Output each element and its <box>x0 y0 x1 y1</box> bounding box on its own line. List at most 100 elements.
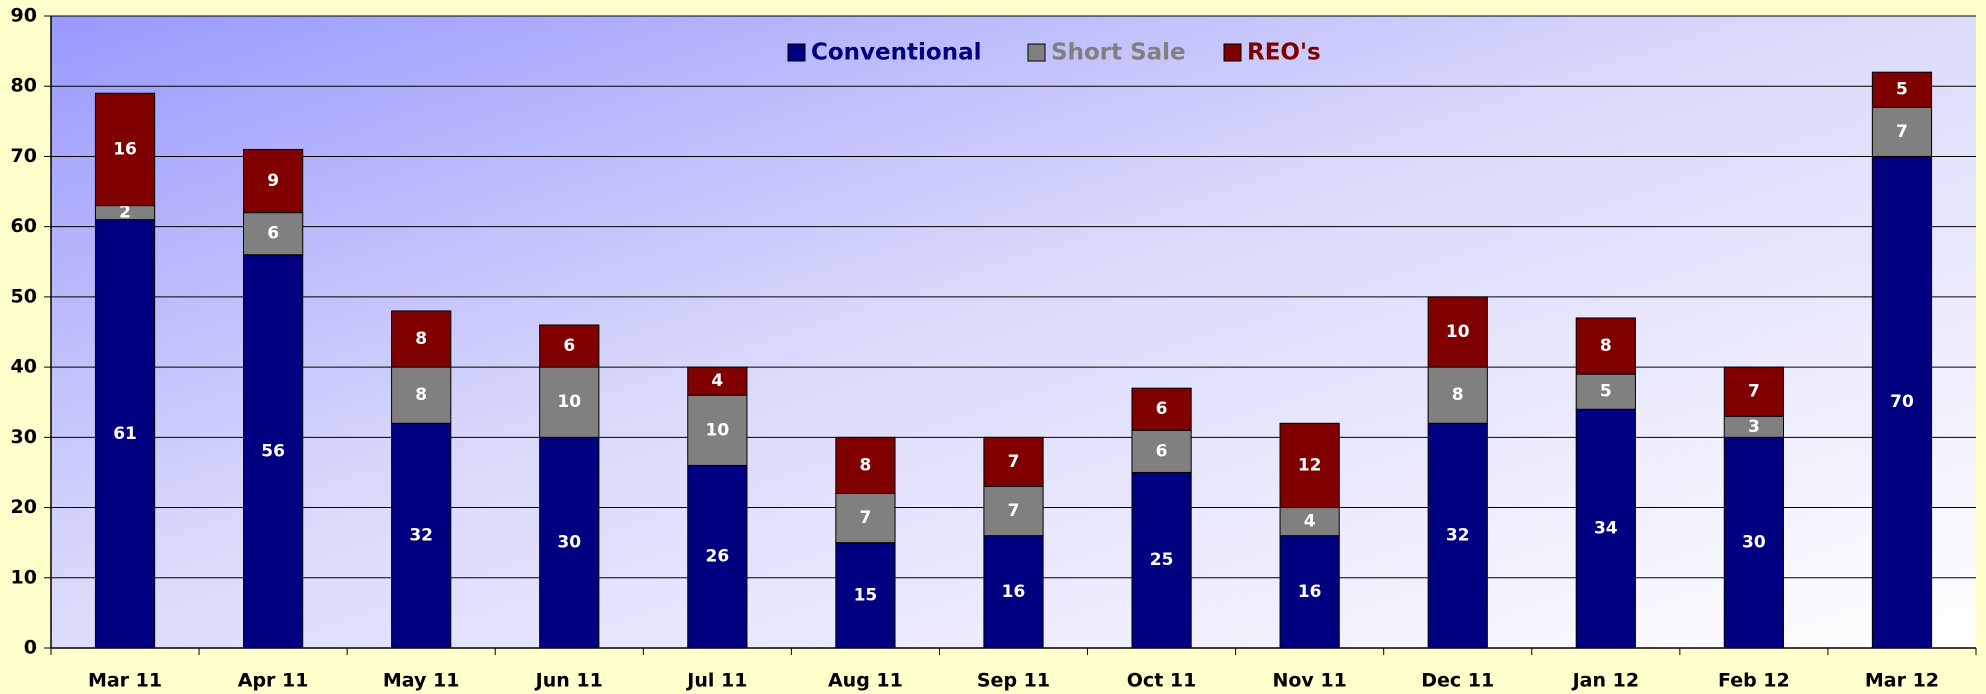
data-label: 61 <box>113 424 137 444</box>
y-tick-label: 70 <box>11 145 37 167</box>
x-tick-label: Oct 11 <box>1127 670 1197 692</box>
bar-segment <box>539 324 600 368</box>
bar-segment <box>391 422 452 649</box>
y-tick-label: 80 <box>11 75 37 97</box>
y-tick-label: 90 <box>11 5 37 27</box>
legend-label: REO's <box>1247 40 1321 66</box>
data-label: 56 <box>261 441 285 461</box>
data-label: 10 <box>557 392 581 412</box>
y-tick-label: 20 <box>11 496 37 518</box>
data-label: 6 <box>1156 441 1168 461</box>
bar-segment <box>1723 366 1785 417</box>
data-label: 2 <box>119 203 131 223</box>
x-tick-label: Nov 11 <box>1272 670 1346 692</box>
bar-segment <box>1575 317 1636 375</box>
bar-segment <box>539 436 600 649</box>
bar-segment <box>835 436 896 495</box>
data-label: 16 <box>1298 582 1322 602</box>
data-label: 8 <box>1452 385 1464 405</box>
bar-segment <box>1575 408 1636 649</box>
x-tick-label: Feb 12 <box>1718 670 1790 692</box>
x-tick-label: Jun 11 <box>534 670 603 692</box>
legend-swatch <box>1223 43 1242 62</box>
data-label: 5 <box>1600 382 1612 402</box>
bar-segment <box>835 493 896 544</box>
data-label: 15 <box>854 585 878 605</box>
x-tick-label: Aug 11 <box>828 670 903 692</box>
bar-segment <box>243 148 304 214</box>
data-label: 7 <box>860 508 872 528</box>
bar-segment <box>1427 366 1488 424</box>
bar-segment <box>983 535 1044 649</box>
legend-swatch <box>787 43 806 62</box>
bar-segment <box>835 542 896 649</box>
legend-swatch <box>1027 43 1046 62</box>
x-tick-label: Dec 11 <box>1421 670 1494 692</box>
x-tick-label: May 11 <box>383 670 460 692</box>
data-label: 5 <box>1896 80 1908 100</box>
x-tick-label: Apr 11 <box>238 670 309 692</box>
bar-segment <box>1427 422 1488 649</box>
bar-segment <box>391 310 452 368</box>
data-label: 7 <box>1748 382 1760 402</box>
data-label: 10 <box>1446 322 1470 342</box>
bar-segment <box>243 254 304 649</box>
data-label: 4 <box>711 371 723 391</box>
data-label: 32 <box>409 526 433 546</box>
bar-segment <box>243 212 304 256</box>
data-label: 6 <box>267 224 279 244</box>
data-label: 12 <box>1298 455 1322 475</box>
bar-segment <box>1279 422 1340 509</box>
data-label: 30 <box>557 533 581 553</box>
y-tick-label: 40 <box>11 356 37 378</box>
data-label: 16 <box>113 139 137 159</box>
data-label: 30 <box>1742 533 1766 553</box>
data-label: 6 <box>563 336 575 356</box>
bar-segment <box>983 485 1044 537</box>
bar-segment <box>1871 106 1933 157</box>
data-label: 7 <box>1008 452 1020 472</box>
bar-segment <box>1427 296 1488 368</box>
data-label: 32 <box>1446 526 1470 546</box>
data-label: 34 <box>1594 519 1618 539</box>
legend-label: Conventional <box>811 40 981 66</box>
x-tick-label: Jul 11 <box>685 670 747 692</box>
x-tick-label: Sep 11 <box>977 670 1050 692</box>
bar-segment <box>391 366 452 424</box>
data-label: 70 <box>1890 392 1914 412</box>
data-label: 9 <box>267 171 279 191</box>
data-label: 26 <box>706 547 730 567</box>
y-tick-label: 30 <box>11 426 37 448</box>
y-tick-label: 50 <box>11 285 37 307</box>
data-label: 25 <box>1150 550 1174 570</box>
bar-segment <box>539 366 600 438</box>
bar-segment <box>687 366 748 396</box>
data-label: 8 <box>860 455 872 475</box>
bar-segment <box>983 436 1044 487</box>
data-label: 8 <box>1600 336 1612 356</box>
data-label: 16 <box>1002 582 1026 602</box>
bar-segment <box>1131 387 1192 431</box>
bar-segment <box>94 219 156 649</box>
bar-segment <box>1131 429 1192 473</box>
x-tick-label: Mar 12 <box>1865 670 1939 692</box>
bar-segment <box>687 464 748 649</box>
y-tick-label: 0 <box>24 637 37 659</box>
bar-segment <box>1575 373 1636 410</box>
y-tick-label: 10 <box>11 566 37 588</box>
data-label: 6 <box>1156 399 1168 419</box>
data-label: 4 <box>1304 512 1316 532</box>
bar-segment <box>1279 535 1340 649</box>
bar-segment <box>1723 436 1785 649</box>
data-label: 7 <box>1008 501 1020 521</box>
bar-segment <box>1131 471 1192 649</box>
data-label: 8 <box>415 329 427 349</box>
x-tick-label: Jan 12 <box>1571 670 1639 692</box>
data-label: 3 <box>1748 417 1760 437</box>
bar-segment <box>1871 71 1933 108</box>
bar-segment <box>687 394 748 466</box>
y-tick-label: 60 <box>11 215 37 237</box>
data-label: 8 <box>415 385 427 405</box>
data-label: 7 <box>1896 122 1908 142</box>
